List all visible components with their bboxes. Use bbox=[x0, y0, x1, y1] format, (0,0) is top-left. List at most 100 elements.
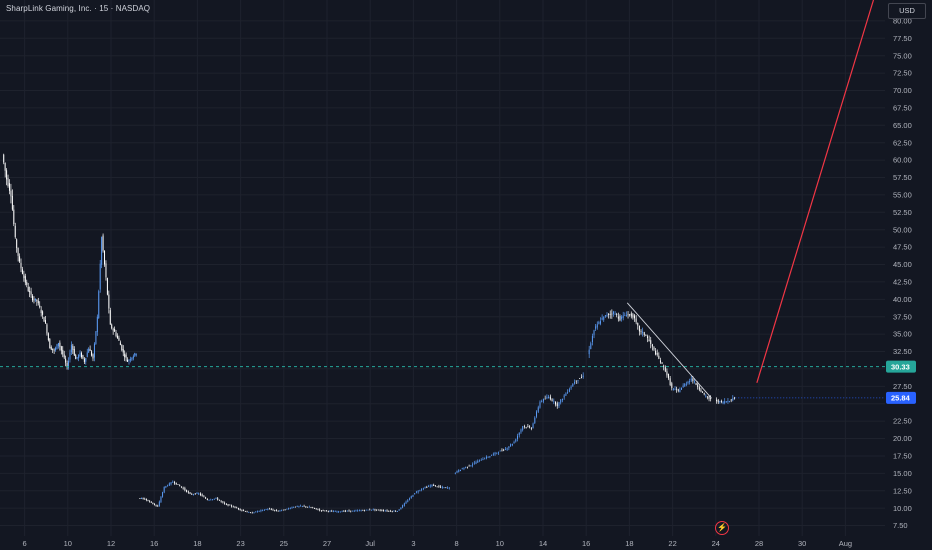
candle-body bbox=[698, 387, 700, 390]
candle-body bbox=[379, 510, 381, 511]
price-axis[interactable]: 7.5010.0012.5015.0017.5020.0022.5027.503… bbox=[885, 0, 932, 550]
candle-body bbox=[43, 317, 45, 322]
candle-body bbox=[412, 495, 414, 497]
candle-body bbox=[475, 462, 477, 464]
candle-body bbox=[627, 314, 629, 316]
candle-body bbox=[44, 320, 46, 324]
candle-body bbox=[624, 315, 626, 317]
candle-body bbox=[643, 332, 645, 336]
candle-body bbox=[733, 397, 735, 399]
candle-body bbox=[258, 510, 260, 512]
candle-body bbox=[68, 360, 70, 368]
candle-body bbox=[727, 400, 729, 402]
candle-body bbox=[523, 426, 525, 428]
candle-body bbox=[690, 378, 692, 381]
candle-body bbox=[720, 401, 722, 402]
candle-body bbox=[376, 509, 378, 511]
candle-body bbox=[150, 502, 152, 503]
candle-body bbox=[648, 339, 650, 342]
candle-body bbox=[222, 501, 224, 503]
candle-body bbox=[177, 484, 179, 485]
candle-body bbox=[487, 456, 489, 458]
candle-body bbox=[530, 427, 532, 429]
time-tick-label: 30 bbox=[798, 539, 806, 548]
candle-body bbox=[104, 250, 106, 265]
price-tick-label: 60.00 bbox=[893, 156, 912, 165]
candle-body bbox=[433, 484, 435, 486]
candle-body bbox=[697, 384, 699, 388]
time-tick-label: 22 bbox=[668, 539, 676, 548]
candle-body bbox=[227, 504, 229, 506]
candle-body bbox=[186, 489, 188, 492]
candle-body bbox=[167, 485, 169, 487]
candle-body bbox=[180, 486, 182, 488]
candle-body bbox=[16, 239, 18, 249]
candle-body bbox=[182, 487, 184, 489]
candle-body bbox=[447, 487, 449, 489]
currency-button[interactable]: USD bbox=[888, 3, 926, 19]
candle-body bbox=[658, 355, 660, 359]
candle-body bbox=[445, 487, 447, 489]
candle-body bbox=[105, 263, 107, 278]
candle-body bbox=[466, 466, 468, 468]
time-tick-label: 14 bbox=[539, 539, 547, 548]
candle-body bbox=[419, 490, 421, 492]
candle-body bbox=[119, 342, 121, 346]
candle-body bbox=[350, 510, 352, 512]
symbol-header[interactable]: SharpLink Gaming, Inc. · 15 · NASDAQ bbox=[6, 4, 151, 13]
candle-body bbox=[459, 469, 461, 472]
candle-body bbox=[23, 274, 25, 279]
candle-body bbox=[525, 427, 527, 428]
candle-body bbox=[485, 456, 487, 459]
candle-body bbox=[386, 510, 388, 512]
candle-body bbox=[706, 396, 708, 398]
candle-body bbox=[260, 510, 262, 512]
time-tick-label: 27 bbox=[323, 539, 331, 548]
candle-body bbox=[635, 318, 637, 323]
price-tick-label: 70.00 bbox=[893, 86, 912, 95]
candle-body bbox=[388, 510, 390, 512]
candle-body bbox=[609, 313, 611, 315]
candle-body bbox=[695, 383, 697, 385]
candle-body bbox=[96, 316, 98, 333]
candle-body bbox=[687, 381, 689, 384]
candle-body bbox=[529, 426, 531, 428]
candle-body bbox=[491, 455, 493, 456]
candle-body bbox=[165, 486, 167, 488]
candle-body bbox=[4, 162, 6, 171]
candle-body bbox=[717, 400, 719, 403]
candle-body bbox=[346, 510, 348, 512]
time-axis[interactable]: 6 10 12 16 18 23 25 27 Jul 3 8 10 14 16 18 22 24 28 30 Aug bbox=[0, 536, 885, 550]
candle-body bbox=[95, 331, 97, 345]
candle-body bbox=[440, 486, 442, 488]
candle-body bbox=[296, 506, 298, 507]
lightning-icon[interactable]: ⚡ bbox=[715, 521, 729, 535]
candle-body bbox=[14, 225, 16, 238]
candle-body bbox=[596, 324, 598, 328]
candle-body bbox=[336, 511, 338, 513]
candle-body bbox=[80, 352, 82, 358]
price-axis-bg bbox=[885, 0, 932, 550]
candle-body bbox=[600, 321, 602, 324]
candle-body bbox=[548, 396, 550, 399]
candle-body bbox=[655, 350, 657, 355]
candle-body bbox=[70, 344, 72, 353]
candle-body bbox=[142, 498, 144, 499]
candle-body bbox=[241, 509, 243, 511]
candle-body bbox=[157, 505, 159, 507]
candle-body bbox=[319, 509, 321, 511]
overlays bbox=[0, 0, 885, 399]
candle-body bbox=[93, 343, 95, 358]
candle-body bbox=[29, 291, 31, 293]
candle-body bbox=[645, 335, 647, 337]
candle-body bbox=[329, 510, 331, 512]
candle-body bbox=[212, 499, 214, 501]
candle-body bbox=[616, 314, 618, 316]
candle-body bbox=[160, 497, 162, 503]
candle-body bbox=[617, 316, 619, 319]
candle-body bbox=[322, 510, 324, 511]
candle-body bbox=[674, 388, 676, 390]
time-tick-label: 10 bbox=[496, 539, 504, 548]
